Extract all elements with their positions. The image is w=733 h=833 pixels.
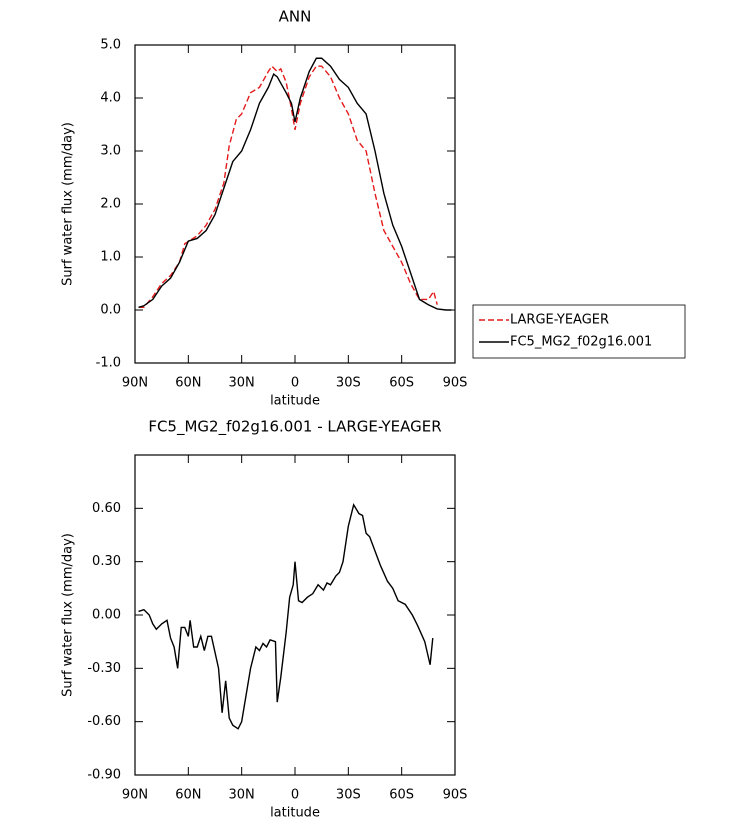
data-line — [138, 57, 452, 311]
y-tick-label: -0.60 — [87, 714, 121, 729]
x-tick-label: 0 — [291, 788, 299, 803]
x-tick-label: 60N — [175, 788, 201, 803]
y-tick-label: 2.0 — [100, 197, 121, 212]
legend-box — [472, 304, 686, 359]
chart-title: ANN — [279, 8, 312, 26]
y-tick-label: 3.0 — [100, 144, 121, 159]
x-tick-label: 90S — [443, 788, 468, 803]
y-tick-label: 5.0 — [100, 38, 121, 53]
legend: LARGE-YEAGER FC5_MG2_f02g16.001 — [472, 304, 686, 359]
x-axis-label: latitude — [270, 806, 320, 821]
x-tick-label: 30S — [336, 376, 361, 391]
plot-frame — [134, 454, 456, 776]
legend-label: LARGE-YEAGER — [510, 313, 609, 328]
plot-frame — [134, 44, 456, 364]
x-tick-label: 30S — [336, 788, 361, 803]
x-tick-label: 90N — [122, 376, 148, 391]
x-tick-label: 90S — [443, 376, 468, 391]
x-tick-label: 60S — [389, 788, 414, 803]
y-tick-label: -0.30 — [87, 661, 121, 676]
y-tick-label: 1.0 — [100, 250, 121, 265]
x-axis-label: latitude — [270, 394, 320, 409]
y-tick-label: 0.60 — [92, 501, 121, 516]
y-axis-label: Surf water flux (mm/day) — [61, 122, 76, 286]
legend-label: FC5_MG2_f02g16.001 — [510, 335, 652, 350]
y-tick-label: -1.0 — [96, 356, 121, 371]
data-line — [138, 65, 438, 309]
y-axis-label: Surf water flux (mm/day) — [61, 533, 76, 697]
chart-title: FC5_MG2_f02g16.001 - LARGE-YEAGER — [148, 418, 441, 437]
x-tick-label: 60N — [175, 376, 201, 391]
x-tick-label: 60S — [389, 376, 414, 391]
x-tick-label: 90N — [122, 788, 148, 803]
y-tick-label: 0.0 — [100, 303, 121, 318]
data-line — [138, 502, 434, 730]
y-tick-label: 0.00 — [92, 608, 121, 623]
x-tick-label: 30N — [229, 788, 255, 803]
y-tick-label: 0.30 — [92, 554, 121, 569]
y-tick-label: -0.90 — [87, 768, 121, 783]
y-tick-label: 4.0 — [100, 91, 121, 106]
x-tick-label: 30N — [229, 376, 255, 391]
x-tick-label: 0 — [291, 376, 299, 391]
